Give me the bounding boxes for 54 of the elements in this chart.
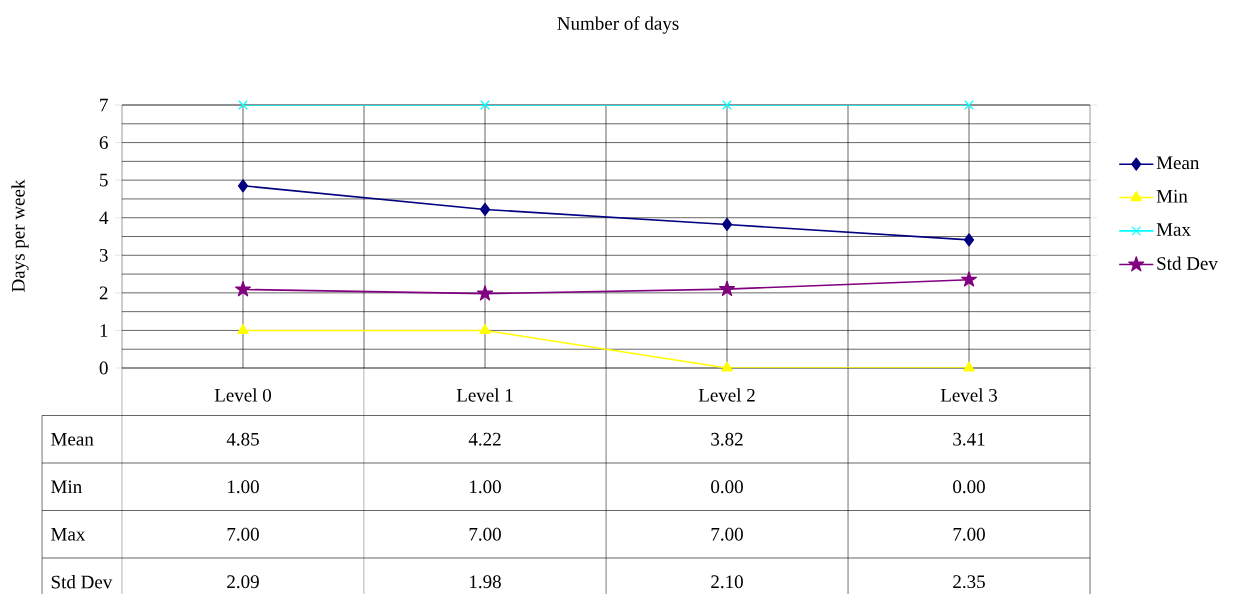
data-label: 0.00 (711, 480, 743, 494)
data-label: 7.00 (469, 527, 501, 541)
text: Max (51, 527, 86, 541)
data-label: 4.22 (468, 432, 501, 446)
data-label: 0.00 (953, 480, 985, 494)
point (722, 100, 732, 110)
data-label: 1.00 (470, 480, 501, 494)
x-tick-label: Level 0 (214, 388, 272, 402)
legend-label: Mean (1156, 156, 1200, 170)
point (960, 271, 978, 287)
point (479, 323, 491, 335)
x-tick-label: Level 3 (940, 388, 998, 402)
legend-label: Min (1156, 189, 1188, 203)
y-axis-title: Days per week (11, 179, 29, 292)
y-tick-label: 6 (99, 136, 108, 149)
point (721, 361, 733, 372)
legend-label: Max (1156, 223, 1191, 236)
point (718, 280, 736, 297)
y-tick-label: 0 (99, 361, 108, 375)
point (237, 323, 249, 335)
data-label: 3.41 (953, 432, 985, 446)
data-label: 7.00 (953, 527, 985, 541)
data-label: 2.09 (227, 575, 259, 589)
data-label: 1.00 (228, 480, 259, 494)
point (963, 233, 975, 247)
data-label: 4.85 (226, 432, 259, 446)
y-tick-label: 2 (99, 286, 108, 300)
point (476, 285, 494, 301)
legend-label: Std Dev (1157, 256, 1218, 270)
text: Std Dev (51, 575, 113, 589)
point (721, 217, 733, 232)
y-tick-label: 1 (100, 324, 108, 337)
point (964, 100, 974, 110)
data-label: 3.82 (711, 432, 743, 446)
data-label: 7.00 (711, 527, 743, 541)
point (480, 100, 490, 110)
point (237, 179, 249, 193)
y-tick-label: 3 (99, 248, 108, 262)
data-label: 1.98 (470, 575, 501, 589)
point (479, 202, 491, 217)
point (963, 361, 975, 372)
point (234, 281, 252, 297)
y-tick-label: 7 (100, 98, 108, 112)
point (238, 100, 248, 110)
data-label: 7.00 (227, 527, 259, 541)
chart-title: Number of days (557, 16, 679, 34)
x-tick-label: Level 2 (698, 388, 755, 402)
data-label: 2.10 (711, 575, 743, 589)
x-tick-label: Level 1 (456, 388, 513, 402)
data-label: 2.35 (953, 575, 985, 589)
text: Min (51, 480, 82, 494)
y-tick-label: 5 (100, 173, 108, 187)
y-tick-label: 4 (99, 211, 109, 224)
text: Mean (51, 432, 94, 446)
